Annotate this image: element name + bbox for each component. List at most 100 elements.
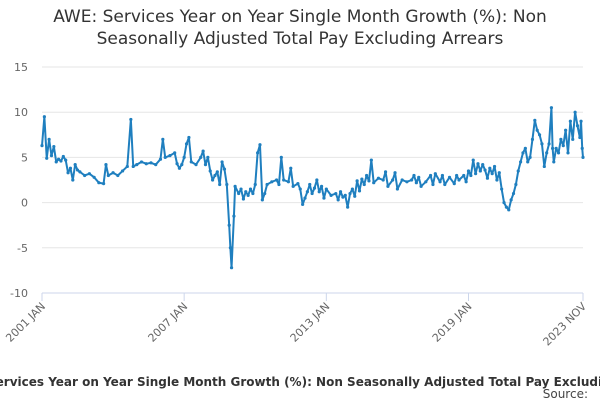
- data-point[interactable]: [329, 193, 333, 197]
- data-point[interactable]: [526, 160, 530, 164]
- data-point[interactable]: [270, 180, 274, 184]
- data-point[interactable]: [199, 155, 203, 159]
- data-point[interactable]: [71, 178, 75, 182]
- data-point[interactable]: [225, 182, 229, 187]
- data-point[interactable]: [59, 159, 63, 163]
- data-point[interactable]: [417, 175, 421, 179]
- data-point[interactable]: [433, 172, 437, 176]
- data-point[interactable]: [462, 173, 466, 178]
- data-point[interactable]: [516, 169, 520, 173]
- data-point[interactable]: [507, 208, 511, 212]
- data-point[interactable]: [277, 182, 281, 187]
- data-point[interactable]: [322, 196, 326, 200]
- data-point[interactable]: [481, 163, 485, 167]
- data-point[interactable]: [497, 171, 501, 175]
- data-point[interactable]: [317, 190, 321, 194]
- data-point[interactable]: [244, 190, 248, 194]
- data-point[interactable]: [559, 137, 563, 141]
- data-point[interactable]: [228, 246, 232, 250]
- data-point[interactable]: [64, 158, 68, 162]
- data-point[interactable]: [163, 155, 167, 159]
- data-point[interactable]: [49, 153, 54, 158]
- data-point[interactable]: [296, 182, 300, 186]
- data-point[interactable]: [530, 137, 535, 141]
- data-point[interactable]: [129, 117, 133, 122]
- data-point[interactable]: [274, 178, 279, 182]
- data-point[interactable]: [400, 178, 404, 182]
- data-point[interactable]: [253, 182, 257, 187]
- data-point[interactable]: [372, 181, 376, 185]
- data-point[interactable]: [54, 160, 58, 164]
- data-point[interactable]: [447, 175, 452, 179]
- data-point[interactable]: [83, 173, 87, 178]
- data-point[interactable]: [338, 190, 343, 194]
- data-point[interactable]: [220, 160, 224, 164]
- data-point[interactable]: [211, 178, 215, 182]
- data-point[interactable]: [440, 173, 445, 178]
- data-point[interactable]: [61, 154, 65, 159]
- data-point[interactable]: [239, 187, 243, 191]
- data-point[interactable]: [56, 157, 61, 161]
- data-point[interactable]: [580, 146, 584, 150]
- data-point[interactable]: [355, 179, 359, 183]
- data-point[interactable]: [102, 182, 106, 186]
- data-point[interactable]: [395, 187, 400, 191]
- data-point[interactable]: [552, 160, 556, 164]
- data-point[interactable]: [581, 155, 585, 159]
- data-point[interactable]: [474, 172, 478, 176]
- data-point[interactable]: [312, 186, 317, 190]
- data-point[interactable]: [469, 173, 473, 178]
- data-point[interactable]: [431, 182, 435, 187]
- data-point[interactable]: [260, 198, 264, 202]
- data-point[interactable]: [336, 198, 340, 202]
- data-point[interactable]: [168, 153, 172, 158]
- data-point[interactable]: [428, 173, 433, 178]
- data-point[interactable]: [542, 164, 546, 169]
- data-point[interactable]: [258, 143, 262, 147]
- data-point[interactable]: [511, 191, 516, 196]
- data-point[interactable]: [579, 119, 583, 123]
- data-point[interactable]: [241, 197, 245, 201]
- data-point[interactable]: [215, 170, 219, 174]
- data-point[interactable]: [298, 187, 302, 191]
- data-point[interactable]: [455, 173, 459, 178]
- data-point[interactable]: [334, 191, 338, 196]
- data-point[interactable]: [367, 179, 371, 183]
- data-point[interactable]: [471, 158, 475, 162]
- data-point[interactable]: [564, 128, 568, 132]
- data-point[interactable]: [324, 187, 328, 191]
- data-point[interactable]: [52, 144, 56, 149]
- data-point[interactable]: [227, 223, 231, 227]
- data-point[interactable]: [386, 184, 390, 188]
- data-point[interactable]: [488, 166, 492, 170]
- data-point[interactable]: [106, 173, 110, 178]
- data-point[interactable]: [246, 193, 250, 197]
- data-point[interactable]: [315, 178, 319, 182]
- data-point[interactable]: [575, 124, 580, 128]
- data-point[interactable]: [232, 214, 236, 218]
- data-point[interactable]: [521, 151, 525, 155]
- data-point[interactable]: [376, 176, 381, 180]
- data-point[interactable]: [561, 144, 565, 148]
- data-point[interactable]: [353, 194, 357, 198]
- data-point[interactable]: [540, 142, 544, 146]
- data-point[interactable]: [549, 106, 554, 110]
- data-point[interactable]: [45, 156, 49, 160]
- data-point[interactable]: [251, 191, 255, 196]
- data-point[interactable]: [504, 205, 508, 209]
- data-point[interactable]: [303, 196, 307, 200]
- data-point[interactable]: [154, 163, 158, 167]
- data-point[interactable]: [265, 182, 269, 187]
- data-point[interactable]: [184, 142, 189, 146]
- data-point[interactable]: [87, 172, 91, 176]
- data-point[interactable]: [571, 137, 575, 141]
- data-point[interactable]: [357, 189, 362, 193]
- data-point[interactable]: [177, 166, 182, 170]
- data-point[interactable]: [478, 169, 482, 173]
- data-point[interactable]: [173, 151, 177, 155]
- data-point[interactable]: [279, 155, 283, 159]
- data-point[interactable]: [282, 178, 286, 182]
- data-point[interactable]: [573, 110, 577, 114]
- data-point[interactable]: [350, 187, 354, 191]
- data-point[interactable]: [92, 175, 96, 179]
